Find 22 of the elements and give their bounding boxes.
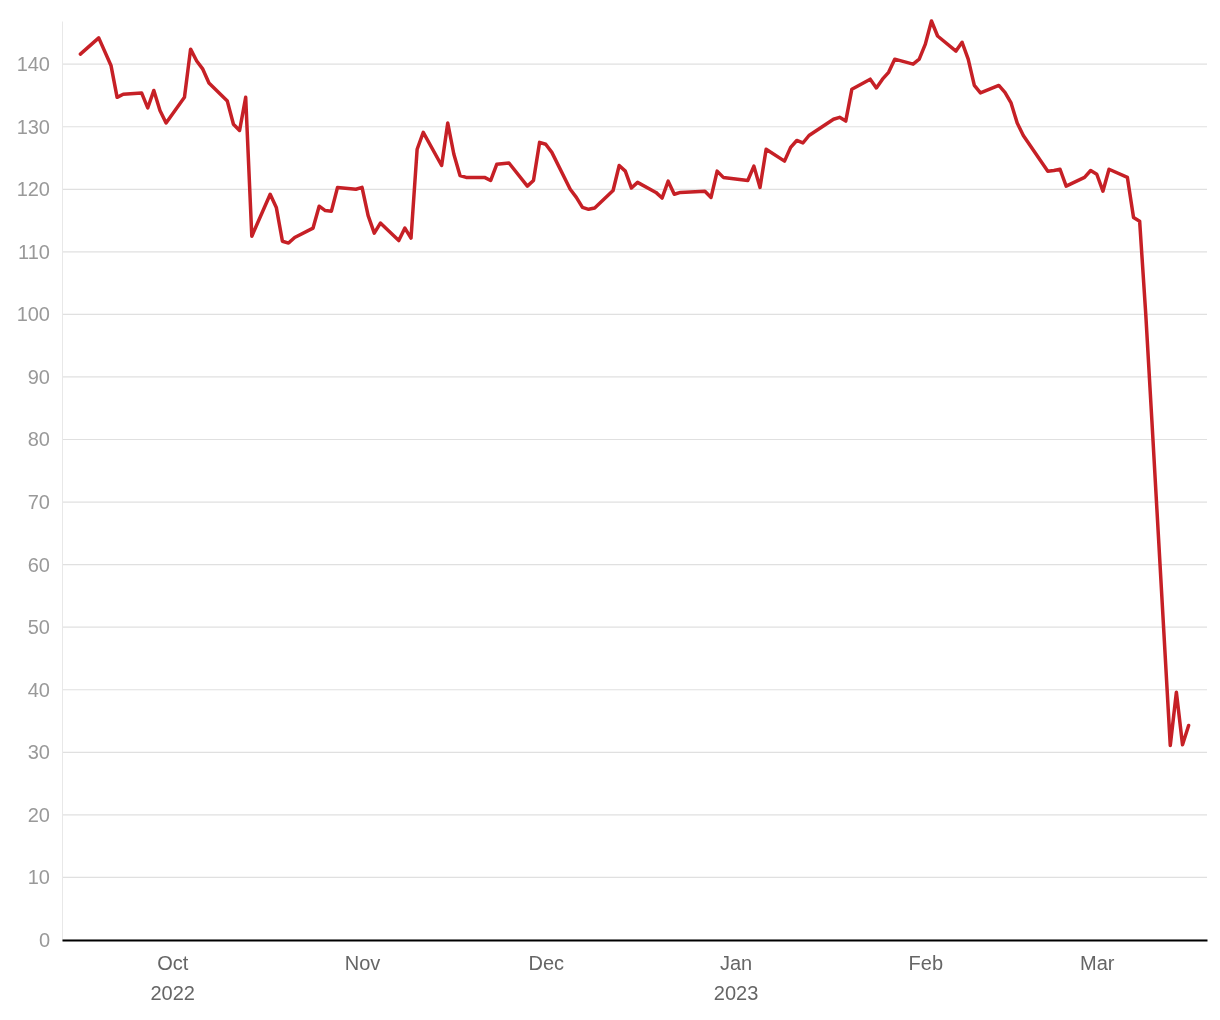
- y-tick-label: 0: [38, 928, 50, 951]
- y-tick-label: 50: [27, 616, 50, 639]
- x-tick-label: Oct 2022: [150, 952, 195, 1005]
- y-tick-label: 100: [16, 303, 50, 326]
- y-tick-label: 40: [27, 678, 50, 701]
- y-tick-label: 90: [27, 365, 50, 388]
- x-tick-label: Mar: [1080, 952, 1115, 975]
- y-tick-label: 80: [27, 428, 50, 451]
- x-tick-label: Nov: [344, 952, 381, 975]
- y-tick-label: 10: [27, 866, 50, 889]
- line-series: [78, 19, 1191, 748]
- y-tick-label: 30: [27, 741, 50, 764]
- y-tick-label: 120: [16, 178, 50, 201]
- y-tick-label: 70: [27, 490, 50, 513]
- x-tick-label: Jan 2023: [713, 952, 759, 1005]
- y-tick-label: 130: [16, 115, 50, 138]
- x-tick-label: Feb: [908, 952, 944, 975]
- y-tick-label: 20: [27, 803, 50, 826]
- y-tick-label: 60: [27, 553, 50, 576]
- y-tick-label: 140: [16, 53, 50, 76]
- y-tick-label: 110: [18, 240, 50, 263]
- x-tick-label: Dec: [528, 952, 565, 975]
